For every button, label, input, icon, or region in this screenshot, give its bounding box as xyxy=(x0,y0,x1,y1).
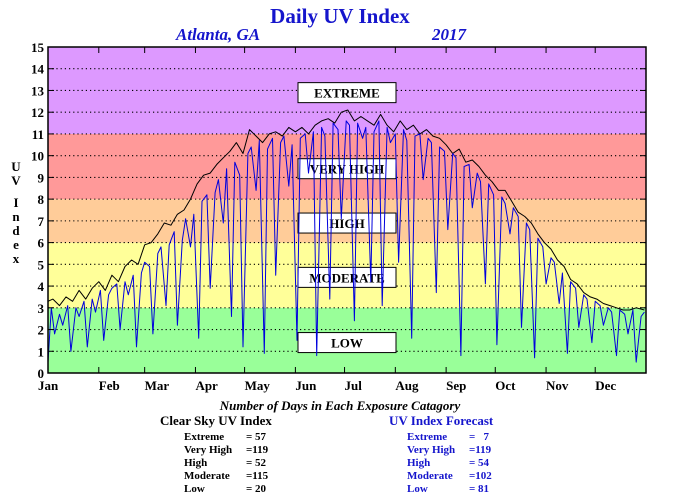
forecast-row-label: Low xyxy=(407,483,428,495)
clear-sky-stats: Clear Sky UV Index Extreme = 57 Very High =… xyxy=(160,413,272,496)
chart-title: Daily UV Index xyxy=(270,4,410,28)
y-tick-label: 12 xyxy=(31,105,44,120)
x-tick-label: Sep xyxy=(446,378,466,393)
y-tick-label: 15 xyxy=(31,40,45,55)
band-label-box xyxy=(297,82,397,104)
chart-year: 2017 xyxy=(432,25,466,44)
forecast-row-value: =102 xyxy=(469,470,492,482)
y-tick-label: 11 xyxy=(32,127,44,142)
x-tick-label: Feb xyxy=(99,378,120,393)
clear-sky-row-label: Moderate xyxy=(184,470,230,482)
y-tick-label: 3 xyxy=(38,301,45,316)
band-label: HIGH xyxy=(329,216,364,231)
band-label: MODERATE xyxy=(309,270,385,285)
x-axis-caption: Number of Days in Each Exposure Catagory xyxy=(219,398,461,413)
y-tick-label: 6 xyxy=(38,236,45,251)
x-tick-label: Apr xyxy=(195,378,218,393)
clear-sky-uv-line xyxy=(47,109,645,311)
forecast-row: Moderate =102 xyxy=(389,470,493,483)
x-tick-label: May xyxy=(245,378,271,393)
x-tick-label: Nov xyxy=(546,378,569,393)
y-tick-label: 0 xyxy=(38,366,45,381)
clear-sky-row-value: = 57 xyxy=(246,431,267,443)
clear-sky-row-value: =115 xyxy=(246,470,269,482)
clear-sky-row-value: =119 xyxy=(246,444,269,456)
band-label: LOW xyxy=(331,336,363,351)
y-tick-label: 5 xyxy=(38,257,45,272)
clear-sky-row-label: Low xyxy=(184,483,205,495)
x-tick-label: Aug xyxy=(395,378,419,393)
y-axis-label-char: I xyxy=(13,195,19,210)
x-tick-label: Mar xyxy=(145,378,170,393)
clear-sky-row-value: = 20 xyxy=(246,483,267,495)
forecast-row: Very High =119 xyxy=(389,444,493,457)
forecast-row-value: = 54 xyxy=(469,457,490,469)
band-label-box xyxy=(297,332,397,354)
chart-location: Atlanta, GA xyxy=(176,25,261,44)
forecast-row: Extreme = 7 xyxy=(389,431,493,444)
y-axis-label-char: V xyxy=(11,173,21,188)
clear-sky-row-label: Extreme xyxy=(184,431,225,443)
clear-sky-rows: Extreme = 57 Very High =119 High = 52 Moderate… xyxy=(160,431,272,496)
clear-sky-row: Very High =119 xyxy=(160,444,272,457)
y-tick-label: 8 xyxy=(38,192,45,207)
forecast-row-label: Moderate xyxy=(407,470,453,482)
clear-sky-title: Clear Sky UV Index xyxy=(160,413,272,428)
y-tick-label: 1 xyxy=(38,344,45,359)
y-axis-label-char: d xyxy=(12,223,20,238)
forecast-row-label: Extreme xyxy=(407,431,448,443)
uv-forecast-line xyxy=(47,120,645,363)
y-tick-label: 14 xyxy=(31,62,45,77)
clear-sky-row: Low = 20 xyxy=(160,483,272,496)
plot-frame xyxy=(47,46,647,374)
forecast-row: Low = 81 xyxy=(389,483,493,496)
forecast-row-label: High xyxy=(407,457,431,469)
clear-sky-row-value: = 52 xyxy=(246,457,267,469)
y-axis-label: U V I n d e x xyxy=(8,160,24,266)
y-tick-label: 7 xyxy=(38,214,45,229)
x-tick-label: Jan xyxy=(38,378,59,393)
y-tick-label: 10 xyxy=(31,149,44,164)
band-label: EXTREME xyxy=(314,86,380,101)
band-label: VERY HIGH xyxy=(310,162,385,177)
clear-sky-row: Extreme = 57 xyxy=(160,431,272,444)
clear-sky-row: High = 52 xyxy=(160,457,272,470)
forecast-row-value: = 81 xyxy=(469,483,490,495)
y-tick-label: 9 xyxy=(38,170,45,185)
y-axis-label-char: U xyxy=(11,159,21,174)
y-tick-label: 13 xyxy=(31,83,45,98)
forecast-row-value: =119 xyxy=(469,444,492,456)
clear-sky-row-label: High xyxy=(184,457,208,469)
forecast-rows: Extreme = 7 Very High =119 High = 54 Moderate =… xyxy=(389,431,493,496)
forecast-row-label: Very High xyxy=(407,444,456,456)
clear-sky-row: Moderate =115 xyxy=(160,470,272,483)
forecast-stats: UV Index Forecast Extreme = 7 Very High =11… xyxy=(389,413,493,496)
x-tick-label: Jul xyxy=(345,378,363,393)
y-tick-label: 2 xyxy=(38,323,45,338)
y-axis-label-char: n xyxy=(12,209,20,224)
x-tick-label: Dec xyxy=(595,378,616,393)
x-tick-label: Oct xyxy=(495,378,516,393)
y-axis-label-char: e xyxy=(13,237,19,252)
forecast-title: UV Index Forecast xyxy=(389,413,494,428)
clear-sky-row-label: Very High xyxy=(184,444,233,456)
forecast-row-value: = 7 xyxy=(469,431,490,443)
y-tick-label: 4 xyxy=(38,279,45,294)
y-axis-label-char: x xyxy=(12,251,20,266)
forecast-row: High = 54 xyxy=(389,457,493,470)
x-tick-label: Jun xyxy=(295,378,317,393)
